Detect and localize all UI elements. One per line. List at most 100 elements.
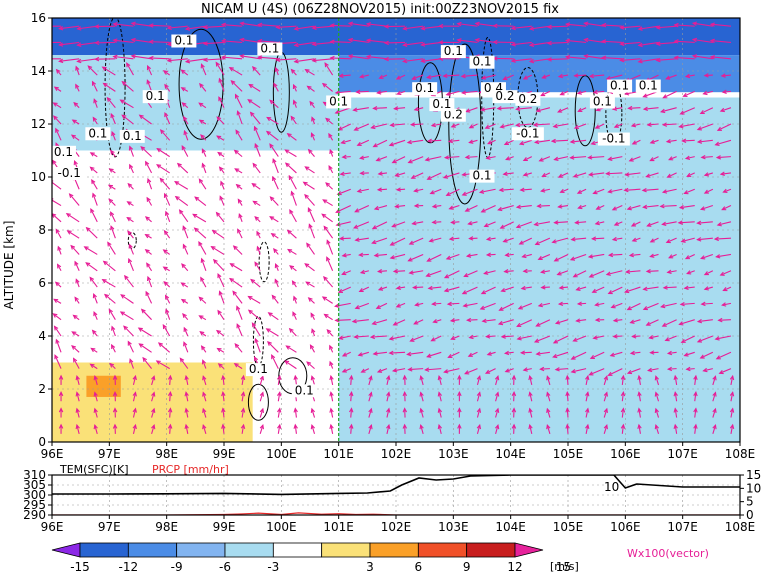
wind-vector: [448, 205, 460, 210]
wind-vector: [111, 343, 116, 353]
wind-vector: [700, 301, 713, 307]
vector-shaft: [462, 188, 478, 196]
vector-shaft: [719, 368, 732, 374]
vector-shaft: [523, 368, 532, 371]
wind-vector: [522, 268, 532, 274]
wind-vector: [557, 107, 569, 113]
tem-tick-label: 295: [23, 498, 46, 512]
vector-head: [540, 188, 546, 193]
wind-vector: [372, 351, 388, 356]
wind-vector: [250, 278, 261, 288]
vector-shaft: [216, 116, 225, 125]
wind-vector: [110, 225, 116, 239]
vector-head: [535, 108, 541, 113]
vector-shaft: [139, 343, 152, 353]
contour-label: 0.1: [610, 79, 629, 93]
vector-head: [256, 245, 261, 251]
vector-shaft: [371, 335, 387, 338]
vector-head: [326, 239, 331, 245]
vector-head: [679, 110, 685, 115]
wind-vector: [693, 374, 698, 385]
vector-head: [123, 325, 128, 331]
vector-head: [275, 57, 281, 63]
wind-vector: [237, 198, 243, 206]
vector-head: [251, 66, 257, 71]
vector-head: [702, 367, 708, 373]
vector-shaft: [621, 408, 624, 418]
wind-vector: [359, 74, 369, 79]
vector-shaft: [131, 22, 152, 27]
vector-head: [703, 172, 709, 177]
wind-vector: [396, 90, 406, 96]
vector-shaft: [123, 325, 134, 337]
contour-label-box: [257, 42, 283, 56]
wind-vector: [236, 110, 243, 125]
wind-vector: [284, 360, 297, 370]
vector-head: [391, 159, 397, 164]
vector-head: [201, 162, 206, 168]
wind-vector: [307, 297, 315, 304]
wind-vector: [712, 424, 717, 435]
vector-head: [58, 390, 64, 397]
vector-head: [365, 38, 372, 43]
vector-shaft: [461, 74, 478, 77]
vector-head: [293, 26, 299, 31]
wind-vector: [127, 182, 134, 190]
vector-head: [217, 151, 223, 157]
vector-head: [271, 354, 276, 360]
wind-vector: [71, 331, 80, 337]
wind-vector: [666, 366, 677, 372]
wind-vector: [101, 66, 116, 76]
vector-head: [402, 58, 408, 64]
vector-shaft: [655, 392, 660, 402]
vector-shaft: [438, 424, 442, 434]
vector-head: [341, 368, 347, 373]
vector-shaft: [427, 351, 442, 358]
wind-vector: [420, 58, 442, 64]
vector-shaft: [701, 205, 714, 210]
vector-shaft: [57, 246, 62, 255]
wind-vector: [52, 25, 62, 27]
vector-head: [290, 190, 295, 196]
vector-head: [592, 89, 598, 95]
vector-head: [573, 73, 579, 78]
vector-head: [267, 312, 273, 317]
vector-shaft: [59, 25, 80, 30]
vector-shaft: [487, 139, 496, 145]
vector-head: [662, 285, 668, 290]
vector-head: [311, 25, 317, 30]
vector-head: [184, 407, 189, 413]
vector-shaft: [199, 83, 207, 92]
wind-vector: [240, 374, 246, 386]
wind-vector: [684, 155, 695, 160]
vector-head: [310, 407, 316, 413]
wind-vector: [309, 100, 315, 109]
vector-shaft: [240, 22, 261, 27]
wind-vector: [601, 22, 623, 28]
vector-head: [254, 337, 259, 343]
vector-shaft: [504, 139, 514, 145]
vector-shaft: [149, 57, 170, 60]
wind-vector: [494, 407, 500, 418]
vector-shaft: [666, 139, 677, 143]
vector-head: [480, 290, 486, 295]
wind-vector: [612, 334, 623, 339]
wind-vector: [450, 220, 460, 225]
prcp-tick-label: 10: [746, 481, 761, 495]
wind-vector: [321, 213, 333, 223]
wind-vector: [538, 156, 551, 162]
vector-shaft: [111, 344, 116, 353]
wind-vector: [481, 318, 496, 324]
vector-shaft: [427, 253, 442, 262]
vector-shaft: [692, 22, 713, 27]
vector-head: [200, 345, 206, 351]
wind-vector: [144, 233, 152, 239]
vector-head: [646, 122, 652, 127]
wind-vector: [107, 184, 116, 190]
wind-vector: [645, 269, 659, 274]
wind-vector: [329, 374, 334, 386]
wind-vector: [219, 195, 225, 206]
vector-shaft: [463, 302, 478, 307]
vector-head: [573, 124, 579, 130]
vector-head: [480, 107, 486, 112]
